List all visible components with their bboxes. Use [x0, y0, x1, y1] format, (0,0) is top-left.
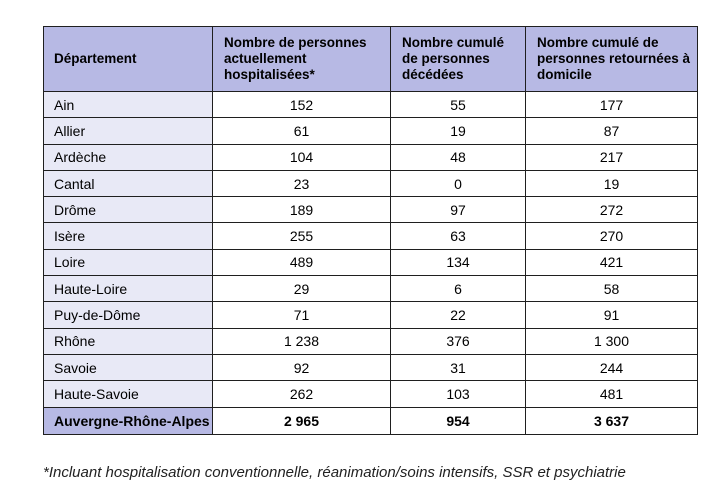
cell-retour-domicile: 87 [525, 117, 698, 145]
table-row: Drôme 189 97 272 [43, 196, 698, 224]
cell-hospitalises: 255 [212, 222, 391, 250]
cell-departement: Haute-Savoie [43, 380, 213, 408]
cell-decedes: 19 [390, 117, 526, 145]
cell-hospitalises: 2 965 [212, 406, 391, 435]
cell-departement: Cantal [43, 169, 213, 198]
cell-departement: Auvergne-Rhône-Alpes [43, 406, 213, 435]
cell-retour-domicile: 481 [525, 380, 698, 408]
cell-hospitalises: 1 238 [212, 327, 391, 355]
header-hospitalises: Nombre de personnes actuellement hospita… [212, 26, 391, 92]
table-row: Savoie 92 31 244 [43, 353, 698, 382]
cell-departement: Ain [43, 90, 213, 119]
cell-hospitalises: 189 [212, 196, 391, 224]
cell-decedes: 954 [390, 406, 526, 435]
cell-decedes: 63 [390, 222, 526, 250]
table-row: Ain 152 55 177 [43, 90, 698, 119]
table-row: Puy-de-Dôme 71 22 91 [43, 301, 698, 329]
cell-decedes: 6 [390, 275, 526, 303]
cell-retour-domicile: 58 [525, 275, 698, 303]
cell-hospitalises: 152 [212, 90, 391, 119]
table-row: Rhône 1 238 376 1 300 [43, 327, 698, 355]
cell-decedes: 103 [390, 380, 526, 408]
header-departement: Département [43, 26, 213, 92]
cell-retour-domicile: 421 [525, 248, 698, 277]
cell-hospitalises: 489 [212, 248, 391, 277]
cell-retour-domicile: 19 [525, 169, 698, 198]
cell-hospitalises: 61 [212, 117, 391, 145]
cell-decedes: 31 [390, 353, 526, 382]
cell-hospitalises: 23 [212, 169, 391, 198]
cell-retour-domicile: 270 [525, 222, 698, 250]
cell-departement: Rhône [43, 327, 213, 355]
cell-hospitalises: 29 [212, 275, 391, 303]
table-row: Haute-Savoie 262 103 481 [43, 380, 698, 408]
footnote: *Incluant hospitalisation conventionnell… [43, 464, 626, 481]
cell-decedes: 0 [390, 169, 526, 198]
cell-hospitalises: 104 [212, 143, 391, 171]
cell-hospitalises: 92 [212, 353, 391, 382]
cell-departement: Ardèche [43, 143, 213, 171]
cell-retour-domicile: 272 [525, 196, 698, 224]
total-row: Auvergne-Rhône-Alpes 2 965 954 3 637 [43, 406, 698, 435]
cell-decedes: 48 [390, 143, 526, 171]
cell-departement: Savoie [43, 353, 213, 382]
table-row: Allier 61 19 87 [43, 117, 698, 145]
cell-decedes: 134 [390, 248, 526, 277]
table-row: Isère 255 63 270 [43, 222, 698, 250]
cell-retour-domicile: 3 637 [525, 406, 698, 435]
cell-retour-domicile: 217 [525, 143, 698, 171]
cell-retour-domicile: 177 [525, 90, 698, 119]
header-retour-domicile: Nombre cumulé de personnes retournées à … [525, 26, 698, 92]
header-decedes: Nombre cumulé de personnes décédées [390, 26, 526, 92]
table-header-row: Département Nombre de personnes actuelle… [43, 26, 698, 92]
cell-retour-domicile: 1 300 [525, 327, 698, 355]
hospitalization-table: Département Nombre de personnes actuelle… [43, 26, 698, 435]
table-row: Loire 489 134 421 [43, 248, 698, 277]
cell-decedes: 97 [390, 196, 526, 224]
cell-departement: Isère [43, 222, 213, 250]
cell-retour-domicile: 91 [525, 301, 698, 329]
cell-decedes: 55 [390, 90, 526, 119]
cell-decedes: 376 [390, 327, 526, 355]
table-body: Ain 152 55 177 Allier 61 19 87 Ardèche 104 48 217 Ca… [43, 90, 698, 435]
table-row: Cantal 23 0 19 [43, 169, 698, 198]
cell-decedes: 22 [390, 301, 526, 329]
cell-departement: Drôme [43, 196, 213, 224]
cell-departement: Allier [43, 117, 213, 145]
cell-hospitalises: 71 [212, 301, 391, 329]
cell-retour-domicile: 244 [525, 353, 698, 382]
cell-hospitalises: 262 [212, 380, 391, 408]
cell-departement: Haute-Loire [43, 275, 213, 303]
cell-departement: Loire [43, 248, 213, 277]
cell-departement: Puy-de-Dôme [43, 301, 213, 329]
table-row: Ardèche 104 48 217 [43, 143, 698, 171]
table-row: Haute-Loire 29 6 58 [43, 275, 698, 303]
